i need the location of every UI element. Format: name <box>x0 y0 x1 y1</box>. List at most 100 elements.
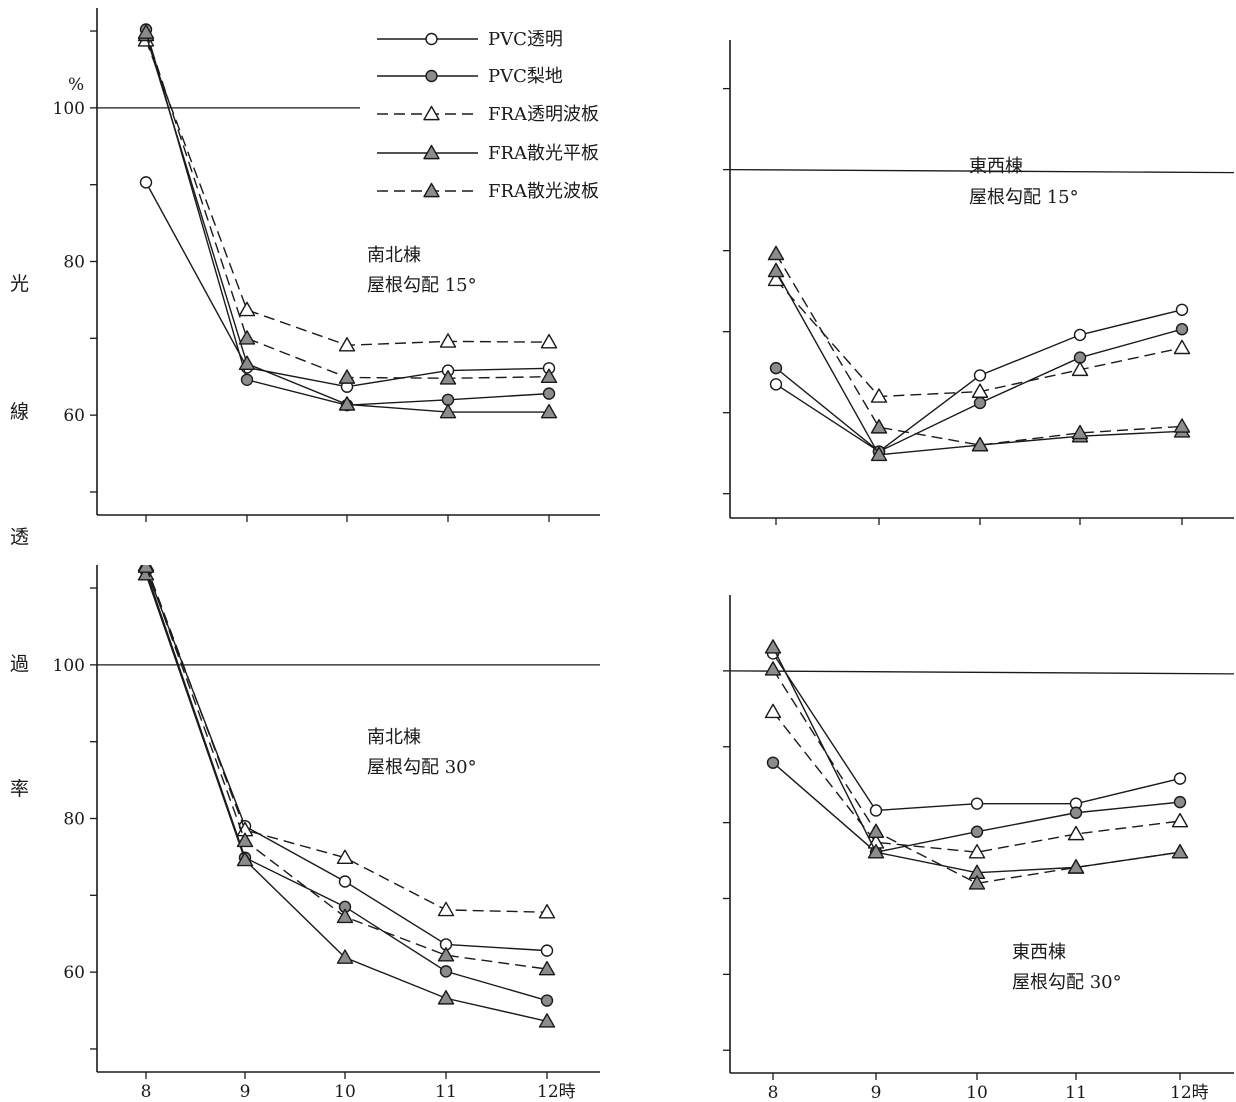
panel-tl-point-fra-diffuse-wave <box>338 369 356 384</box>
legend-marker-fra-diffuse-wave <box>423 182 440 198</box>
panel-bl-point-fra-diffuse-flat <box>236 851 254 867</box>
panel-tl-point-fra-diffuse-flat <box>338 396 356 411</box>
panel-tl-point-fra-diffuse-flat <box>238 355 256 370</box>
panel-tr-point-fra-diffuse-flat <box>870 446 888 462</box>
panel-br-reference-line <box>729 670 1235 675</box>
panel-bl-point-fra-diffuse-flat <box>437 990 455 1005</box>
series-layer <box>137 23 1191 1028</box>
panel-br-hour-unit: 時 <box>1192 1083 1209 1102</box>
panel-tr-point-pvc-pear <box>1175 323 1189 336</box>
panel-br-point-pvc-pear <box>1069 806 1083 819</box>
panel-br-point-pvc-pear <box>970 825 984 838</box>
panel-bl-point-fra-diffuse-wave <box>538 960 556 976</box>
panel-bl-point-fra-clear-wave <box>336 849 354 865</box>
panel-tl-note-line-2: 屋根勾配 15° <box>367 275 477 296</box>
panel-tl-point-fra-diffuse-wave <box>238 330 256 345</box>
panel-br-point-fra-diffuse-flat <box>764 639 782 654</box>
panel-bl-point-fra-diffuse-wave <box>437 947 455 962</box>
panel-br-point-pvc-clear <box>970 797 984 810</box>
legend-label-pvc-pear: PVC梨地 <box>488 66 563 87</box>
panel-br-x-tick-label: 10 <box>966 1083 988 1102</box>
panel-bl-hour-unit: 時 <box>559 1082 576 1102</box>
panel-bl-point-pvc-clear <box>338 875 352 888</box>
panel-tl-point-fra-diffuse-wave <box>439 370 457 385</box>
panel-tr-point-fra-clear-wave <box>1071 361 1089 377</box>
panel-br-point-fra-clear-wave <box>968 844 986 859</box>
panel-tl-point-fra-diffuse-wave <box>137 24 155 39</box>
panel-br-note-line-1: 東西棟 <box>1012 942 1066 963</box>
panel-bl-point-fra-diffuse-flat <box>336 949 354 964</box>
axes-layer: 60 80 100 60 80 100 8 9 10 11 12時 8 9 10 11 12時 <box>53 8 1235 1102</box>
panel-br-point-pvc-clear <box>1173 772 1187 785</box>
legend-marker-fra-clear-wave <box>423 105 440 121</box>
panel-tr-point-fra-diffuse-wave <box>767 245 785 261</box>
panel-br-point-fra-diffuse-wave <box>1067 859 1085 874</box>
panel-tl-point-fra-clear-wave <box>540 333 558 349</box>
panel-tl-note-line-1: 南北棟 <box>367 245 421 266</box>
panel-br-x-tick-label: 11 <box>1065 1083 1087 1102</box>
panel-tl-line-pvc-clear <box>145 182 550 388</box>
panel-tl-y-tick-label: 100 <box>53 99 85 119</box>
panel-tr-point-pvc-pear <box>769 361 783 375</box>
legend-label-fra-diffuse-wave: FRA散光波板 <box>488 181 599 202</box>
panel-br-line-fra-clear-wave <box>772 711 1181 853</box>
panel-bl-series-group <box>137 565 556 1028</box>
panel-bl-point-pvc-clear <box>540 944 554 957</box>
panel-br-line-fra-diffuse-wave <box>772 668 1181 885</box>
legend-label-fra-diffuse-flat: FRA散光平板 <box>488 143 599 164</box>
panel-br-series-group <box>764 639 1189 890</box>
panel-bl-line-pvc-pear <box>145 570 548 1002</box>
panel-tr-reference-line <box>729 168 1235 174</box>
panel-bl-point-pvc-pear <box>439 965 453 978</box>
panel-tl-y-tick-label: 80 <box>63 253 85 273</box>
panel-br-x-tick-label: 12時 <box>1170 1083 1209 1102</box>
panel-tl-point-pvc-clear <box>139 176 153 189</box>
panel-tl-y-tick-label: 60 <box>63 406 85 426</box>
panel-tl-point-pvc-pear <box>441 393 455 406</box>
panel-tl-point-pvc-pear <box>542 387 556 400</box>
panel-bl-point-fra-diffuse-wave <box>336 908 354 924</box>
panel-tr-point-fra-diffuse-wave <box>971 436 989 452</box>
y-axis-title-char-3: 透 <box>10 526 29 548</box>
panel-tl-point-fra-diffuse-flat <box>439 403 457 419</box>
panel-bl-point-fra-clear-wave <box>538 904 556 919</box>
panel-tr-point-fra-clear-wave <box>1173 339 1191 355</box>
panel-tl-line-fra-diffuse-flat <box>145 34 549 413</box>
panel-tr-point-pvc-clear <box>1073 328 1087 342</box>
panel-tr-point-pvc-pear <box>1073 351 1087 364</box>
panel-br-point-pvc-clear <box>869 804 883 817</box>
panel-br-line-pvc-clear <box>772 653 1181 812</box>
panel-tr-note-line-2: 屋根勾配 15° <box>969 187 1079 208</box>
panel-annotations: 南北棟 屋根勾配 15° 東西棟 屋根勾配 15° 南北棟 屋根勾配 30° 東… <box>367 156 1122 993</box>
panel-tl-point-fra-diffuse-flat <box>540 403 558 419</box>
panel-tl-point-fra-diffuse-wave <box>540 368 558 384</box>
panel-bl-point-fra-diffuse-wave <box>137 565 155 573</box>
panel-tl-point-pvc-pear <box>240 373 254 386</box>
legend: PVC透明 PVC梨地 FRA透明波板 FRA散光平板 FRA散光波板 <box>377 29 599 202</box>
panel-tr-point-fra-diffuse-wave <box>870 419 888 434</box>
panel-tr-line-fra-diffuse-flat <box>775 270 1183 456</box>
legend-marker-fra-diffuse-flat <box>423 144 440 160</box>
panel-br-x-tick-label: 8 <box>768 1083 779 1102</box>
panel-tr-note-line-1: 東西棟 <box>969 156 1023 177</box>
panel-bl-point-fra-diffuse-flat <box>538 1013 556 1028</box>
y-axis-title: 光 線 透 過 率 <box>10 273 29 800</box>
panel-tr-point-fra-diffuse-flat <box>767 262 785 278</box>
panel-br-note-line-2: 屋根勾配 30° <box>1012 972 1122 993</box>
panel-br-point-fra-diffuse-wave <box>764 661 782 676</box>
panel-tr-series-group <box>767 245 1191 462</box>
panel-bl-line-pvc-clear <box>145 568 548 952</box>
panel-bl-y-tick-label: 100 <box>53 656 85 676</box>
panel-bl-point-fra-diffuse-wave <box>236 832 254 848</box>
panel-tr-point-pvc-pear <box>973 396 987 410</box>
panel-tr-point-pvc-clear <box>769 378 783 391</box>
panel-tr-point-fra-diffuse-wave <box>1071 424 1089 440</box>
y-unit-label: % <box>68 75 84 95</box>
panel-br-point-fra-diffuse-wave <box>1171 844 1189 859</box>
panel-bl-x-tick-label: 8 <box>141 1082 152 1102</box>
panel-tl-series-group <box>137 23 558 419</box>
panel-tr-point-fra-diffuse-wave <box>1173 418 1191 433</box>
panel-tr-point-fra-clear-wave <box>870 388 888 403</box>
legend-marker-pvc-pear <box>425 69 438 83</box>
